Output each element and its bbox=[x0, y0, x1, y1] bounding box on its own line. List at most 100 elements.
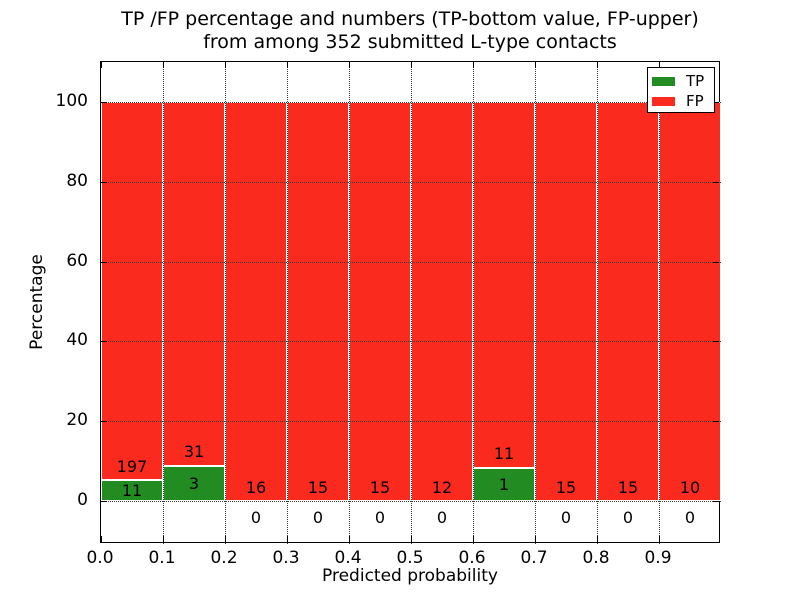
y-tick-label: 0 bbox=[77, 490, 88, 510]
fp-count-label: 10 bbox=[679, 477, 701, 497]
grid-line-horizontal bbox=[101, 261, 721, 263]
legend-entry: TP bbox=[652, 72, 710, 91]
chart-title-line1: TP /FP percentage and numbers (TP-bottom… bbox=[121, 8, 699, 30]
bar-segment-fp bbox=[597, 102, 659, 501]
x-tick-mark bbox=[597, 62, 598, 68]
grid-line-vertical bbox=[473, 62, 474, 544]
x-tick-mark bbox=[597, 536, 598, 542]
x-tick-mark bbox=[535, 62, 536, 68]
x-tick-mark bbox=[287, 62, 288, 68]
bar-segment-fp bbox=[659, 102, 721, 501]
y-tick-mark bbox=[101, 421, 107, 423]
tp-count-label: 3 bbox=[188, 474, 200, 494]
grid-line-horizontal bbox=[101, 102, 721, 103]
tp-count-label: 1 bbox=[498, 475, 510, 495]
grid-line-vertical bbox=[225, 62, 226, 544]
x-tick-mark bbox=[225, 62, 226, 68]
x-tick-label: 0.9 bbox=[644, 548, 672, 568]
y-tick-mark bbox=[101, 501, 107, 502]
tp-count-label: 0 bbox=[374, 507, 386, 527]
tp-count-label: 0 bbox=[684, 507, 696, 527]
y-tick-mark bbox=[713, 501, 719, 502]
legend-label: TP bbox=[686, 72, 705, 90]
fp-count-label: 11 bbox=[493, 444, 515, 464]
grid-line-vertical bbox=[163, 62, 164, 544]
bar-segment-fp bbox=[349, 102, 411, 501]
fp-count-label: 31 bbox=[183, 442, 205, 462]
chart-title: TP /FP percentage and numbers (TP-bottom… bbox=[60, 8, 760, 54]
x-tick-label: 0.8 bbox=[582, 548, 610, 568]
y-tick-label: 40 bbox=[66, 330, 88, 351]
y-tick-mark bbox=[101, 341, 107, 343]
x-tick-mark bbox=[287, 536, 288, 542]
y-tick-mark bbox=[713, 181, 719, 183]
x-tick-label: 0.4 bbox=[334, 548, 362, 568]
x-tick-mark bbox=[163, 536, 164, 542]
legend-swatch-icon bbox=[652, 77, 675, 86]
x-tick-label: 0.0 bbox=[86, 548, 114, 568]
x-tick-mark bbox=[659, 536, 660, 542]
fp-count-label: 16 bbox=[245, 477, 267, 497]
tp-count-label: 0 bbox=[312, 507, 324, 527]
x-tick-mark bbox=[473, 62, 474, 68]
x-tick-mark bbox=[411, 536, 412, 542]
x-tick-mark bbox=[535, 536, 536, 542]
legend-label: FP bbox=[686, 92, 704, 110]
grid-line-vertical bbox=[597, 62, 598, 544]
y-tick-mark bbox=[713, 261, 719, 263]
x-tick-mark bbox=[101, 536, 102, 542]
bar-segment-tp bbox=[473, 467, 535, 501]
bar-segment-fp bbox=[287, 102, 349, 501]
x-tick-label: 0.7 bbox=[520, 548, 548, 568]
chart-title-line2: from among 352 submitted L-type contacts bbox=[203, 31, 617, 53]
grid-line-horizontal bbox=[101, 181, 721, 183]
tp-count-label: 0 bbox=[560, 507, 572, 527]
x-tick-mark bbox=[163, 62, 164, 68]
fp-count-label: 15 bbox=[307, 477, 329, 497]
y-tick-mark bbox=[101, 102, 107, 103]
y-tick-label: 100 bbox=[55, 91, 88, 111]
fp-count-label: 197 bbox=[116, 456, 148, 476]
bar-segment-fp bbox=[535, 102, 597, 501]
x-tick-label: 0.5 bbox=[396, 548, 424, 568]
fp-count-label: 15 bbox=[369, 477, 391, 497]
bar-segment-tp bbox=[101, 479, 163, 501]
x-tick-label: 0.1 bbox=[148, 548, 176, 568]
tp-count-label: 0 bbox=[622, 507, 634, 527]
x-tick-label: 0.2 bbox=[210, 548, 238, 568]
legend-entry: FP bbox=[652, 92, 710, 111]
x-tick-mark bbox=[411, 62, 412, 68]
tp-count-label: 11 bbox=[121, 481, 143, 501]
fp-count-label: 12 bbox=[431, 477, 453, 497]
y-tick-label: 60 bbox=[66, 250, 88, 271]
grid-line-vertical bbox=[659, 62, 660, 544]
y-tick-label: 20 bbox=[66, 410, 88, 431]
legend-swatch-icon bbox=[652, 97, 675, 106]
grid-line-horizontal bbox=[101, 421, 721, 423]
legend: TP FP bbox=[647, 67, 715, 113]
grid-line-vertical bbox=[535, 62, 536, 544]
bar-segment-tp bbox=[163, 465, 225, 501]
plot-area: 197 11 31 3 16 0 15 0 15 0 12 0 11 1 15 0 15 0 10 0 bbox=[100, 61, 721, 544]
x-tick-mark bbox=[225, 536, 226, 542]
tp-count-label: 0 bbox=[250, 507, 262, 527]
x-tick-label: 0.3 bbox=[272, 548, 300, 568]
grid-line-horizontal bbox=[101, 501, 721, 502]
x-axis-label: Predicted probability bbox=[322, 566, 498, 586]
grid-line-vertical bbox=[287, 62, 288, 544]
x-tick-mark bbox=[101, 62, 102, 68]
y-tick-mark bbox=[713, 421, 719, 423]
y-tick-mark bbox=[101, 181, 107, 183]
y-tick-label: 80 bbox=[66, 170, 88, 191]
tp-count-label: 0 bbox=[436, 507, 448, 527]
y-tick-mark bbox=[713, 102, 719, 103]
x-tick-mark bbox=[349, 536, 350, 542]
x-tick-mark bbox=[473, 536, 474, 542]
fp-count-label: 15 bbox=[617, 477, 639, 497]
y-tick-mark bbox=[101, 261, 107, 263]
y-tick-mark bbox=[713, 341, 719, 343]
fp-count-label: 15 bbox=[555, 477, 577, 497]
bar-segment-fp bbox=[225, 102, 287, 501]
x-tick-label: 0.6 bbox=[458, 548, 486, 568]
